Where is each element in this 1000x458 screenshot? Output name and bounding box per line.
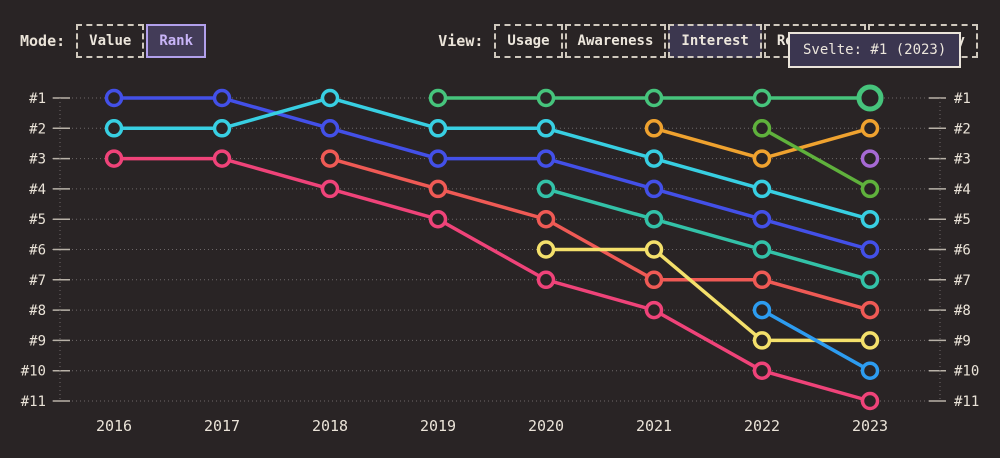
rank-label-right: #7 (954, 273, 971, 289)
series-yellow-point[interactable] (644, 240, 664, 259)
series-teal-point[interactable] (644, 209, 664, 229)
svelte-point[interactable] (536, 88, 556, 108)
rank-label-left: #2 (29, 121, 46, 137)
series-indigo-point[interactable] (212, 88, 232, 108)
svelte-point[interactable] (644, 88, 664, 108)
series-red-point[interactable] (752, 270, 772, 290)
series-lime-line[interactable] (760, 126, 872, 191)
series-lime-point[interactable] (752, 119, 772, 138)
series-teal-line[interactable] (544, 187, 872, 282)
series-pink-point[interactable] (104, 149, 124, 168)
series-pink-point[interactable] (860, 391, 880, 411)
series-pink-point[interactable] (752, 361, 772, 380)
series-lime-point[interactable] (860, 179, 880, 199)
series-cyan-point[interactable] (320, 88, 340, 108)
series-indigo-point[interactable] (428, 149, 448, 168)
rank-label-left: #4 (29, 182, 46, 198)
mode-label: Mode: (20, 32, 66, 50)
series-cyan-point[interactable] (752, 179, 772, 199)
rank-label-right: #10 (954, 364, 979, 380)
series-cyan-line[interactable] (112, 96, 872, 221)
rank-label-right: #1 (954, 91, 971, 107)
mode-rank-button[interactable]: Rank (146, 24, 207, 58)
series-cyan-point[interactable] (428, 119, 448, 138)
rank-label-left: #8 (29, 303, 46, 319)
rank-label-right: #11 (954, 394, 979, 410)
series-indigo-point[interactable] (860, 240, 880, 259)
rank-label-left: #5 (29, 212, 46, 228)
series-orange-point[interactable] (644, 119, 664, 138)
series-red-point[interactable] (320, 149, 340, 168)
series-pink-point[interactable] (428, 209, 448, 229)
series-purple-point[interactable] (860, 149, 880, 168)
year-label: 2016 (96, 417, 132, 435)
svelte-point[interactable] (428, 88, 448, 108)
svelte-point[interactable] (752, 88, 772, 108)
rank-label-right: #4 (954, 182, 971, 198)
year-label: 2017 (204, 417, 240, 435)
series-indigo-point[interactable] (104, 88, 124, 108)
series-cyan-point[interactable] (860, 209, 880, 229)
series-sky-line[interactable] (760, 308, 872, 373)
series-indigo-point[interactable] (752, 209, 772, 229)
rank-label-right: #9 (954, 333, 971, 349)
series-red-point[interactable] (644, 270, 664, 290)
series-red-line[interactable] (328, 156, 872, 312)
view-interest-button[interactable]: Interest (668, 24, 762, 58)
series-teal-point[interactable] (860, 270, 880, 290)
series-cyan-point[interactable] (212, 119, 232, 138)
series-sky-point[interactable] (860, 361, 880, 380)
rank-label-right: #2 (954, 121, 971, 137)
series-pink-point[interactable] (644, 300, 664, 320)
svelte-tooltip: Svelte: #1 (2023) (788, 32, 962, 68)
rank-label-right: #8 (954, 303, 971, 319)
view-usage-button[interactable]: Usage (494, 24, 563, 58)
year-label: 2023 (852, 417, 888, 435)
series-red-point[interactable] (536, 209, 556, 229)
series-red-point[interactable] (428, 179, 448, 199)
year-label: 2020 (528, 417, 564, 435)
year-label: 2019 (420, 417, 456, 435)
series-cyan-point[interactable] (536, 119, 556, 138)
series-orange-point[interactable] (860, 119, 880, 138)
rank-label-left: #1 (29, 91, 46, 107)
series-cyan-point[interactable] (644, 149, 664, 168)
series-orange-point[interactable] (752, 149, 772, 168)
series-pink-point[interactable] (212, 149, 232, 168)
year-label: 2018 (312, 417, 348, 435)
series-indigo-point[interactable] (536, 149, 556, 168)
series-indigo-point[interactable] (320, 119, 340, 138)
series-red-point[interactable] (860, 300, 880, 320)
view-awareness-button[interactable]: Awareness (564, 24, 667, 58)
rank-label-right: #5 (954, 212, 971, 228)
svelte-point[interactable] (856, 84, 884, 112)
series-indigo-line[interactable] (112, 96, 872, 252)
mode-value-button[interactable]: Value (76, 24, 145, 58)
year-label: 2022 (744, 417, 780, 435)
view-label: View: (438, 32, 484, 50)
mode-control: Mode: Value Rank (20, 24, 207, 58)
series-indigo-point[interactable] (644, 179, 664, 199)
rank-label-left: #7 (29, 273, 46, 289)
series-yellow-point[interactable] (860, 331, 880, 350)
series-yellow-point[interactable] (536, 240, 556, 259)
rank-label-right: #3 (954, 152, 971, 168)
rank-label-left: #9 (29, 333, 46, 349)
svelte-tooltip-text: Svelte: #1 (2023) (803, 42, 947, 58)
rank-label-left: #10 (21, 364, 46, 380)
series-yellow-point[interactable] (752, 331, 772, 350)
series-teal-point[interactable] (752, 240, 772, 259)
series-cyan-point[interactable] (104, 119, 124, 138)
series-pink-point[interactable] (320, 179, 340, 199)
series-sky-point[interactable] (752, 300, 772, 320)
year-label: 2021 (636, 417, 672, 435)
series-pink-line[interactable] (112, 156, 872, 403)
rank-label-left: #6 (29, 243, 46, 259)
series-teal-point[interactable] (536, 179, 556, 199)
rank-label-left: #11 (21, 394, 46, 410)
rank-label-right: #6 (954, 243, 971, 259)
series-pink-point[interactable] (536, 270, 556, 290)
rank-label-left: #3 (29, 152, 46, 168)
